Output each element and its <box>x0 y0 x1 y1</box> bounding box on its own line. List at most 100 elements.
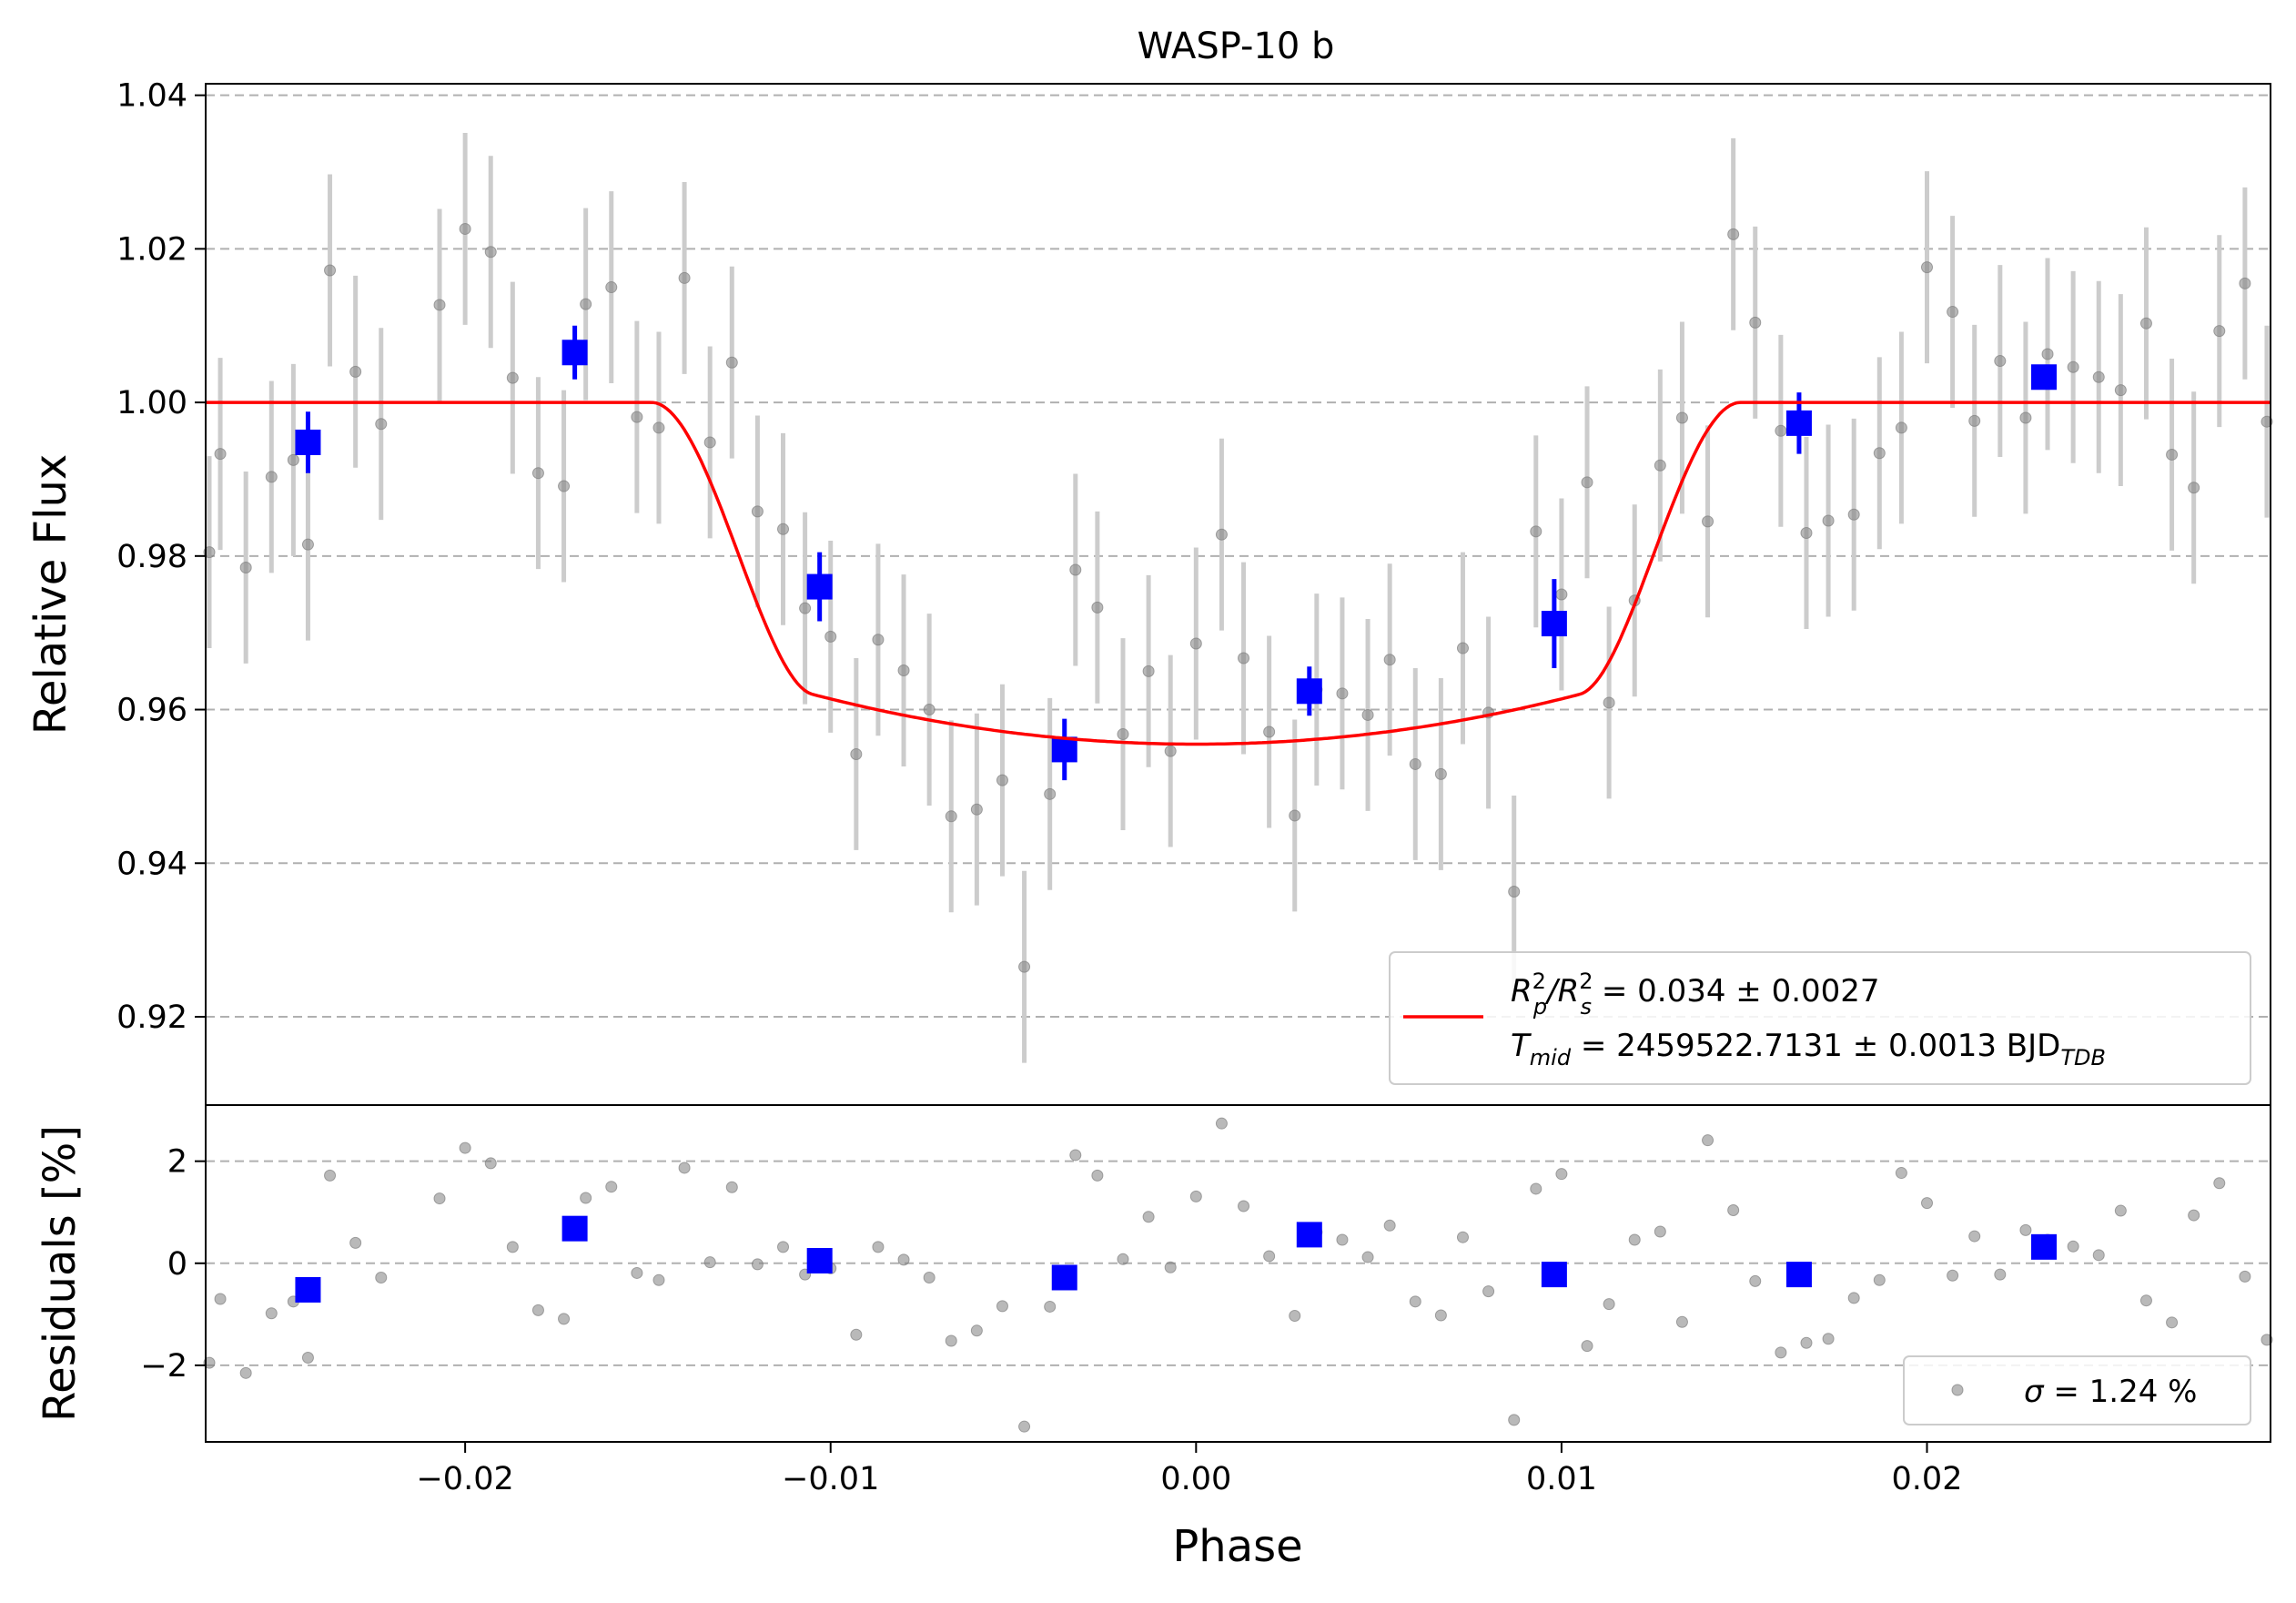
legend-depth-r2: /R <box>1544 973 1579 1009</box>
flux-raw-point <box>1727 228 1740 240</box>
flux-raw-point <box>239 561 252 573</box>
residuals-raw-point <box>239 1366 252 1379</box>
residuals-raw-point <box>1069 1149 1082 1162</box>
flux-raw-point <box>287 453 299 466</box>
residuals-raw-point <box>1775 1346 1787 1359</box>
flux-raw-point <box>2139 317 2152 330</box>
flux-raw-point <box>558 480 571 492</box>
flux-raw-point <box>725 356 738 369</box>
residuals-raw-point <box>1968 1230 1981 1243</box>
residuals-raw-point <box>2213 1177 2226 1190</box>
residuals-binned-point <box>295 1276 321 1303</box>
flux-binned-point <box>1051 736 1077 763</box>
flux-panel: WASP-10 b 0.92 0.94 0.96 0.98 1.00 1.02 1.04 R… <box>25 25 2273 1106</box>
flux-raw-point <box>1189 637 1202 650</box>
flux-raw-point <box>1117 728 1129 741</box>
flux-raw-point <box>2092 370 2105 383</box>
flux-y-ticks: 0.92 0.94 0.96 0.98 1.00 1.02 1.04 <box>116 78 206 1036</box>
residuals-raw-point <box>2188 1209 2200 1222</box>
flux-raw-point <box>1164 745 1177 757</box>
flux-raw-point <box>1675 411 1688 424</box>
residuals-axes-frame <box>205 1104 2271 1443</box>
residuals-raw-point <box>1822 1333 1835 1345</box>
legend-depth-r1: R <box>1511 973 1532 1009</box>
flux-raw-point <box>1994 355 2007 368</box>
residuals-binned-point <box>806 1247 833 1273</box>
legend-tmid-value: = 2459522.7131 ± 0.0013 BJD <box>1571 1028 2060 1064</box>
residuals-raw-point <box>970 1324 983 1337</box>
residuals-raw-point <box>1044 1300 1057 1313</box>
residuals-raw-point <box>1142 1211 1155 1223</box>
residuals-raw-point <box>678 1162 691 1174</box>
residuals-raw-point <box>725 1181 738 1193</box>
flux-raw-point <box>2239 277 2251 289</box>
flux-raw-point <box>1654 459 1666 472</box>
residuals-raw-point <box>1702 1134 1714 1147</box>
flux-raw-point <box>652 421 665 434</box>
residuals-raw-point <box>1895 1167 1907 1180</box>
residuals-raw-point <box>923 1271 936 1283</box>
residuals-raw-point <box>1921 1197 1934 1210</box>
flux-raw-point <box>203 546 216 559</box>
flux-raw-point <box>945 810 957 823</box>
flux-raw-point <box>506 371 519 384</box>
flux-raw-point <box>1749 316 1762 329</box>
residuals-raw-point <box>1847 1292 1860 1304</box>
legend-tmid-sub: mid <box>1530 1045 1572 1070</box>
flux-raw-point <box>799 602 812 614</box>
flux-raw-point <box>2261 415 2273 428</box>
flux-raw-point <box>1947 306 1959 319</box>
flux-raw-point <box>1800 527 1813 540</box>
flux-raw-point <box>1456 642 1469 654</box>
flux-legend-box <box>1389 951 2251 1085</box>
flux-raw-point <box>824 630 837 643</box>
residuals-raw-point <box>1361 1251 1374 1263</box>
phase-x-tick-label: −0.02 <box>416 1461 513 1497</box>
residuals-raw-point <box>433 1192 446 1205</box>
residuals-raw-point <box>1164 1261 1177 1273</box>
residuals-raw-point <box>1530 1182 1542 1195</box>
flux-y-tick-label: 0.94 <box>116 846 187 882</box>
residuals-raw-point <box>506 1241 519 1253</box>
flux-raw-point <box>1409 757 1421 770</box>
residuals-binned-point <box>1785 1262 1812 1288</box>
residuals-raw-point <box>1603 1298 1615 1311</box>
residuals-raw-point <box>703 1256 716 1269</box>
residuals-raw-point <box>2261 1334 2273 1346</box>
residuals-raw-point <box>631 1266 643 1279</box>
residuals-raw-point <box>850 1328 863 1341</box>
residuals-raw-point <box>1117 1253 1129 1265</box>
flux-raw-point <box>1361 708 1374 721</box>
residuals-raw-point <box>751 1258 764 1271</box>
residuals-panel: −2 0 2 −0.02 −0.01 0.00 0.01 0.02 Residuals [%… <box>35 1104 2273 1572</box>
legend-depth-sup1: 2 <box>1532 969 1546 994</box>
residuals-raw-point <box>1336 1233 1349 1246</box>
flux-y-tick-label: 1.04 <box>116 78 187 115</box>
flux-raw-point <box>375 418 388 431</box>
residuals-raw-point <box>2139 1294 2152 1307</box>
flux-binned-points <box>295 340 2058 763</box>
flux-raw-point <box>1238 652 1250 665</box>
flux-raw-point <box>923 704 936 716</box>
residuals-raw-point <box>872 1241 885 1253</box>
flux-raw-point <box>1508 885 1521 898</box>
residuals-raw-point <box>2092 1249 2105 1262</box>
residuals-y-tick-label: 2 <box>167 1144 187 1181</box>
residuals-raw-point <box>1383 1219 1396 1232</box>
phase-x-ticks: −0.02 −0.01 0.00 0.01 0.02 <box>416 1442 1962 1497</box>
residuals-raw-points <box>203 1117 2273 1433</box>
flux-binned-point <box>295 429 321 455</box>
flux-raw-point <box>2213 325 2226 338</box>
flux-raw-point <box>1530 525 1542 538</box>
transit-model-line <box>206 401 2271 746</box>
residuals-raw-point <box>897 1253 910 1266</box>
residuals-raw-point <box>1800 1336 1813 1349</box>
legend-sigma-value: = 1.24 % <box>2044 1374 2198 1410</box>
flux-y-tick-label: 0.92 <box>116 999 187 1036</box>
residuals-raw-point <box>1628 1233 1641 1246</box>
residuals-raw-point <box>2166 1316 2179 1329</box>
flux-raw-point <box>2166 448 2179 461</box>
residuals-raw-point <box>301 1352 314 1364</box>
flux-raw-point <box>1091 601 1104 614</box>
